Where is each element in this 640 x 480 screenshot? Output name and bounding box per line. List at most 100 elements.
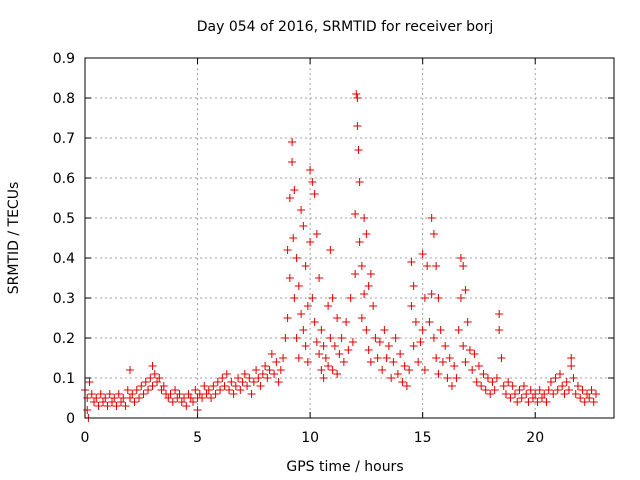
data-point [193, 406, 202, 414]
data-point [155, 374, 164, 382]
data-point [447, 382, 456, 390]
plot-border [84, 57, 615, 419]
y-tick-label: 0 [66, 411, 75, 427]
data-point [354, 146, 363, 154]
data-point [285, 274, 294, 282]
y-tick-label: 0.1 [53, 371, 75, 387]
data-point [429, 230, 438, 238]
data-point [306, 238, 315, 246]
data-point [546, 378, 555, 386]
data-point [256, 382, 265, 390]
data-point [137, 382, 146, 390]
x-axis-title: GPS time / hours [286, 459, 403, 475]
data-point [265, 366, 274, 374]
data-point [571, 390, 580, 398]
data-point [477, 382, 486, 390]
data-point [589, 398, 598, 406]
data-point [252, 366, 261, 374]
data-point [499, 382, 508, 390]
data-point [123, 386, 132, 394]
data-point [326, 334, 335, 342]
data-point [157, 386, 166, 394]
data-point [328, 294, 337, 302]
data-point [270, 370, 279, 378]
data-point [497, 354, 506, 362]
data-point [218, 374, 227, 382]
data-point [418, 326, 427, 334]
data-point [177, 398, 186, 406]
data-point [544, 386, 553, 394]
data-point [420, 294, 429, 302]
data-point [317, 326, 326, 334]
y-tick-label: 0.5 [53, 211, 75, 227]
data-point [454, 326, 463, 334]
data-point [213, 378, 222, 386]
data-point [495, 310, 504, 318]
data-point [418, 250, 427, 258]
data-point [384, 342, 393, 350]
data-point [303, 302, 312, 310]
data-point [168, 398, 177, 406]
data-point [321, 354, 330, 362]
data-point [506, 394, 515, 402]
data-point [148, 382, 157, 390]
data-point [225, 386, 234, 394]
data-point [436, 326, 445, 334]
data-point [564, 386, 573, 394]
data-point [153, 378, 162, 386]
data-point [231, 382, 240, 390]
data-point [184, 390, 193, 398]
y-tick-label: 0.7 [53, 131, 75, 147]
data-point [333, 314, 342, 322]
data-point [470, 350, 479, 358]
data-point [135, 394, 144, 402]
data-point [294, 354, 303, 362]
data-point [438, 358, 447, 366]
y-tick-label: 0.9 [53, 51, 75, 67]
axis-ticks [84, 57, 614, 419]
data-point [425, 318, 434, 326]
data-point [508, 382, 517, 390]
data-point [335, 350, 344, 358]
data-point [220, 382, 229, 390]
data-point [486, 390, 495, 398]
data-point [387, 374, 396, 382]
data-point [452, 374, 461, 382]
data-point [501, 390, 510, 398]
data-point [245, 374, 254, 382]
data-point [344, 346, 353, 354]
data-point [290, 186, 299, 194]
data-point [375, 338, 384, 346]
data-point [456, 294, 465, 302]
data-point [211, 390, 220, 398]
data-point [490, 386, 499, 394]
data-point [267, 350, 276, 358]
data-point [238, 378, 247, 386]
data-point [522, 390, 531, 398]
data-point [249, 378, 258, 386]
data-point [355, 238, 364, 246]
data-point [434, 370, 443, 378]
data-point [146, 374, 155, 382]
data-point [420, 366, 429, 374]
data-point [369, 302, 378, 310]
data-point [159, 382, 168, 390]
data-point [555, 370, 564, 378]
data-point [204, 386, 213, 394]
data-point [353, 122, 362, 130]
data-point [227, 378, 236, 386]
x-tick-label: 10 [301, 430, 319, 446]
data-point [207, 394, 216, 402]
data-point [112, 402, 121, 410]
data-point [292, 334, 301, 342]
data-point [283, 314, 292, 322]
data-point [591, 390, 600, 398]
data-point [209, 382, 218, 390]
data-point [87, 390, 96, 398]
x-tick-label: 5 [193, 430, 202, 446]
data-point [330, 342, 339, 350]
data-point [144, 386, 153, 394]
data-point [450, 362, 459, 370]
data-point [164, 394, 173, 402]
data-point [472, 378, 481, 386]
